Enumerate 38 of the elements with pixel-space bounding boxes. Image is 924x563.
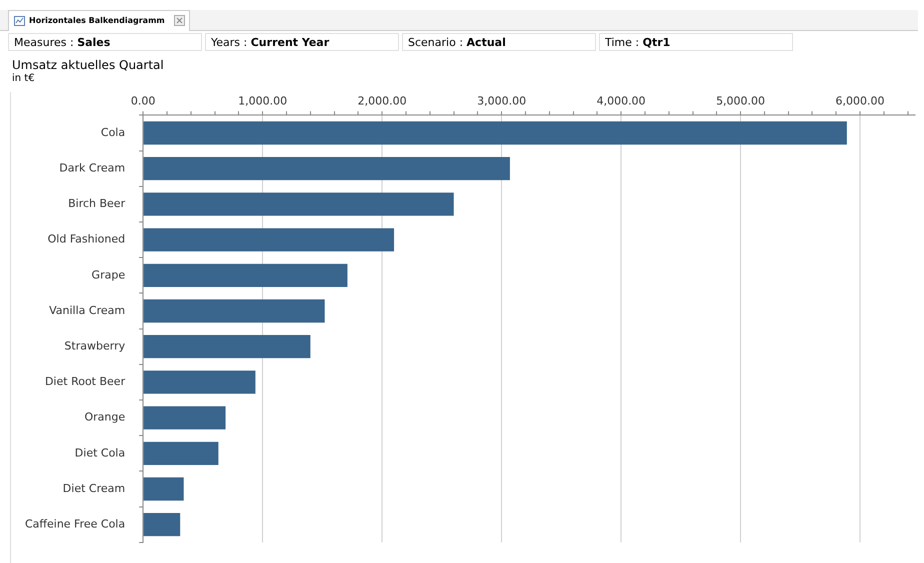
x-tick-label: 6,000.00	[836, 94, 885, 108]
text: Time : Qtr1	[599, 33, 793, 51]
bar	[144, 264, 348, 287]
bar	[144, 406, 226, 430]
y-tick-label: Vanilla Cream	[49, 304, 126, 317]
y-tick-label: Diet Cola	[74, 446, 126, 460]
x-tick-label: 2,000.00	[358, 94, 407, 108]
bar	[144, 157, 510, 180]
y-tick-label: Birch Beer	[68, 197, 126, 210]
bar	[144, 477, 184, 501]
text: Years : Current Year	[205, 33, 399, 51]
y-tick-label: Strawberry	[64, 339, 126, 352]
y-tick-label: Caffeine Free Cola	[24, 517, 126, 530]
bar	[144, 228, 394, 252]
x-tick-label: 1,000.00	[238, 94, 288, 108]
bar	[144, 121, 847, 145]
x-tick-label: 0.00	[130, 94, 156, 108]
x-tick-label: 3,000.00	[477, 94, 526, 108]
bar	[144, 370, 256, 394]
y-tick-label: Diet Cream	[62, 482, 126, 495]
bar	[144, 513, 180, 536]
text: in t€	[12, 73, 35, 84]
y-tick-label: Dark Cream	[59, 161, 126, 174]
x-tick-label: 4,000.00	[596, 94, 646, 108]
y-tick-label: Diet Root Beer	[44, 375, 126, 388]
text: Scenario : Actual	[402, 33, 596, 51]
x-tick-label: 5,000.00	[716, 94, 766, 108]
bar	[144, 335, 310, 358]
y-tick-label: Orange	[84, 410, 126, 424]
y-tick-label: Old Fashioned	[48, 232, 126, 246]
chart-title: Umsatz aktuelles Quartal	[12, 58, 164, 72]
y-tick-label: Cola	[100, 126, 126, 139]
bar	[144, 442, 218, 465]
bar	[144, 299, 325, 323]
y-tick-label: Grape	[92, 268, 126, 282]
text: Horizontales Balkendiagramm	[29, 15, 165, 27]
text: Measures : Sales	[8, 33, 202, 51]
bar	[144, 192, 454, 216]
